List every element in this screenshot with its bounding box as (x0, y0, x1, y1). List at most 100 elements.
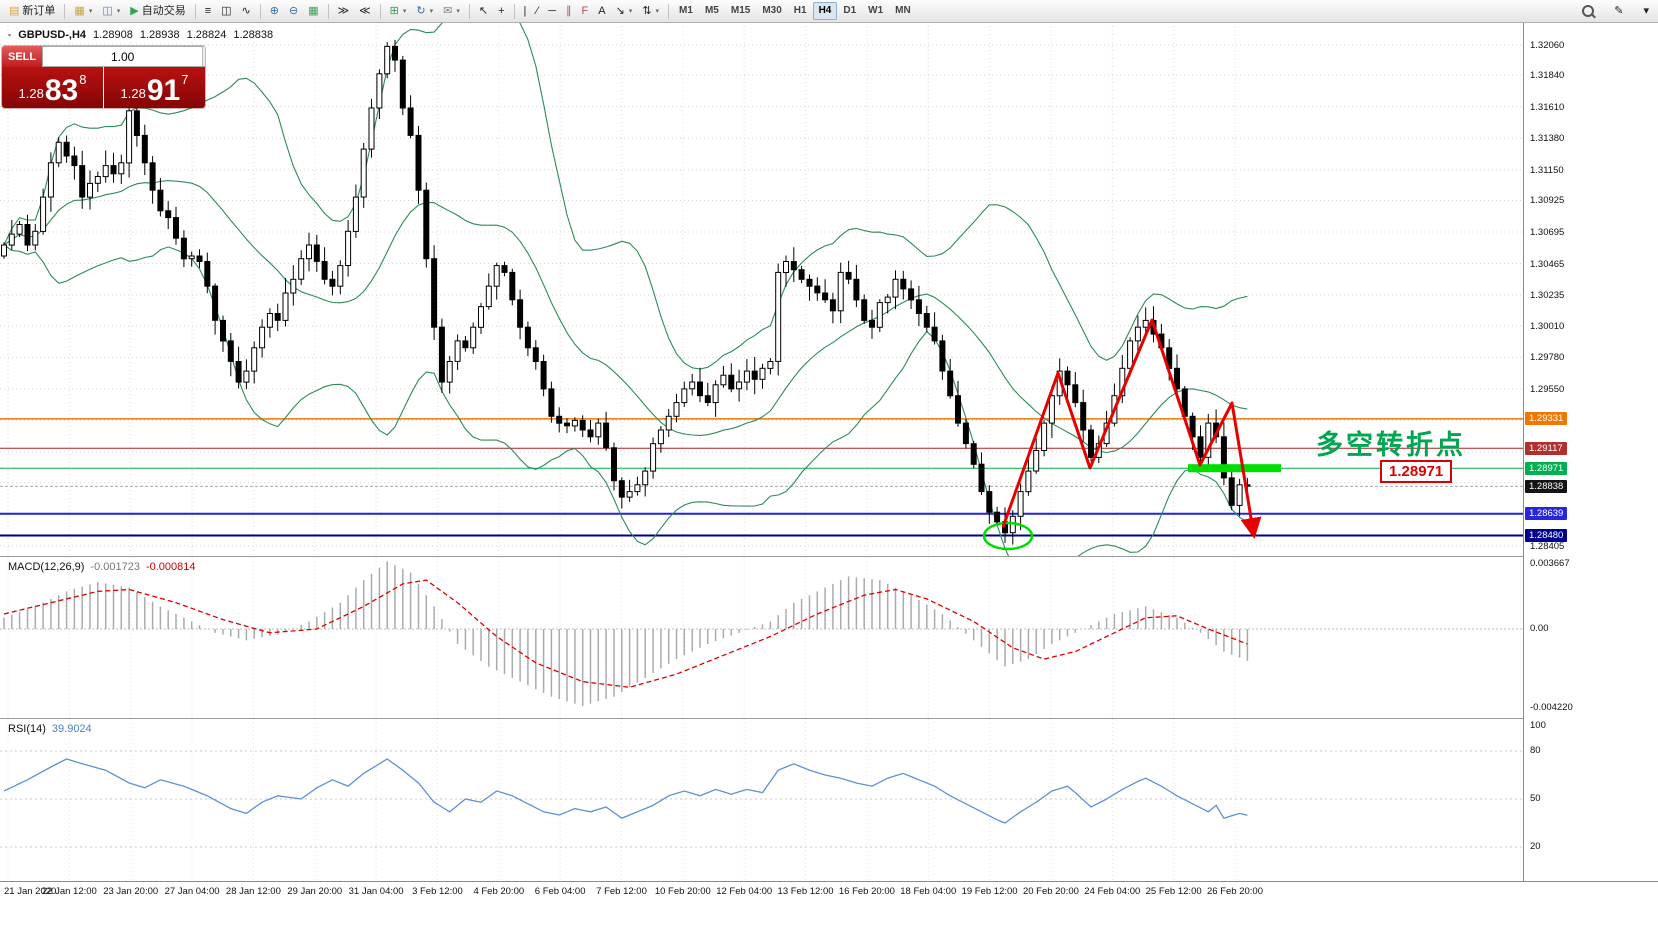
toolbar-separator (668, 3, 670, 19)
grid-icon: ▦ (308, 4, 319, 17)
chart-shift-button[interactable]: ≪ (354, 2, 376, 20)
rsi-value: 39.9024 (51, 723, 92, 735)
volume-down-button[interactable]: ▾ (203, 56, 205, 66)
timeframe-m5-button[interactable]: M5 (699, 2, 725, 20)
crosshair-button[interactable]: + (493, 2, 509, 20)
edit-button[interactable]: ✎ (1609, 2, 1628, 20)
shapes-button[interactable]: ⇅ ▾ (637, 2, 664, 20)
charts-button[interactable]: ▦ ▾ (69, 2, 97, 20)
chevron-down-icon: ▾ (655, 7, 660, 15)
turning-point-annotation[interactable]: 多空转折点 (1316, 430, 1466, 460)
timeframe-d1-button[interactable]: D1 (837, 2, 862, 20)
timeframe-m15-button[interactable]: M15 (725, 2, 756, 20)
macd-signal-line (3, 579, 1248, 688)
candles (1, 39, 1251, 545)
drawn-annotations (982, 318, 1281, 551)
toolbar-separator (259, 3, 261, 19)
zoom-in-icon: ⊕ (269, 4, 279, 17)
mail-button[interactable]: ✉ ▾ (438, 2, 465, 20)
horizontal-line-icon: ─ (548, 4, 556, 17)
toolbar-separator (468, 3, 470, 19)
arrows-icon: ↘ (615, 4, 625, 17)
timeframe-h4-button[interactable]: H4 (812, 2, 838, 20)
fibonacci-icon: F (581, 4, 589, 17)
ohlc-close: 1.28838 (233, 29, 274, 41)
time-axis-label: 20 Feb 20:00 (1022, 886, 1079, 897)
level-price-tag[interactable]: 1.29331 (1525, 412, 1568, 426)
timeframe-h1-button[interactable]: H1 (788, 2, 813, 20)
bar-chart-button[interactable]: ≡ (200, 2, 216, 20)
auto-scroll-icon: ≫ (337, 4, 350, 17)
grid-button[interactable]: ▦ (303, 2, 323, 20)
time-axis-label: 22 Jan 12:00 (41, 886, 97, 897)
shapes-icon: ⇅ (642, 4, 652, 17)
volume-input[interactable] (43, 47, 203, 66)
time-axis-label: 28 Jan 12:00 (225, 886, 281, 897)
level-price-tag[interactable]: 1.29117 (1525, 441, 1567, 455)
timeframe-w1-button[interactable]: W1 (862, 2, 889, 20)
cursor-button[interactable]: ↖ (474, 2, 493, 20)
volume-up-button[interactable]: ▴ (203, 47, 205, 57)
rsi-label: RSI(14) 39.9024 (8, 723, 92, 735)
macd-panel[interactable]: MACD(12,26,9) -0.001723 -0.000814 (0, 556, 1523, 719)
cycle-button[interactable]: ↻ ▾ (411, 2, 438, 20)
timeframe-m30-button[interactable]: M30 (756, 2, 787, 20)
time-axis-label: 19 Feb 12:00 (961, 886, 1018, 897)
rsi-axis-label: 100 (1530, 720, 1546, 731)
bollinger-bands (3, 22, 1248, 556)
time-axis: 21 Jan 2020 22 Jan 12:00 23 Jan 20:00 27 Ja… (0, 881, 1658, 951)
macd-main-value: -0.001723 (90, 561, 140, 573)
rsi-canvas[interactable] (0, 719, 1523, 881)
profiles-button[interactable]: ◫ ▾ (97, 2, 125, 20)
rsi-panel[interactable]: RSI(14) 39.9024 (0, 718, 1523, 882)
price-axis-label: 1.30010 (1530, 320, 1565, 332)
text-button[interactable]: A (593, 2, 610, 20)
ohlc-open: 1.28908 (93, 29, 133, 41)
autotrading-button[interactable]: ▶ 自动交易 (125, 2, 190, 20)
horizontal-line-button[interactable]: ─ (543, 2, 561, 20)
zoom-out-button[interactable]: ⊖ (284, 2, 303, 20)
buy-price-panel[interactable]: 1.28 91 7 (104, 67, 205, 108)
chevron-down-icon: ▾ (116, 7, 121, 15)
symbol-info: ▪ GBPUSD-,H4 1.28908 1.28938 1.28824 1.2… (8, 29, 273, 41)
search-icon (1582, 5, 1595, 17)
toolbar-separator (64, 3, 66, 19)
new-order-button[interactable]: ▤ 新订单 (4, 2, 60, 20)
auto-scroll-button[interactable]: ≫ (333, 2, 355, 20)
channel-button[interactable]: ∥ (561, 2, 577, 20)
sell-price-prefix: 1.28 (18, 86, 44, 101)
price-axis-label: 1.32060 (1530, 40, 1565, 51)
line-chart-button[interactable]: ∿ (237, 2, 256, 20)
line-chart-icon: ∿ (241, 4, 251, 17)
fibonacci-button[interactable]: F (577, 2, 594, 20)
mail-icon: ✉ (443, 4, 453, 17)
arrows-button[interactable]: ↘ ▾ (611, 2, 638, 20)
new-chart-icon: ⊞ (389, 4, 399, 17)
time-axis-label: 18 Feb 04:00 (900, 886, 957, 897)
level-price-tag[interactable]: 1.28971 (1525, 461, 1568, 475)
macd-canvas[interactable] (0, 557, 1523, 718)
timeframe-mn-button[interactable]: MN (889, 2, 917, 20)
zoom-in-button[interactable]: ⊕ (265, 2, 284, 20)
time-axis-label: 25 Feb 12:00 (1145, 886, 1202, 897)
search-button[interactable] (1577, 2, 1599, 20)
level-price-tag[interactable]: 1.28639 (1525, 507, 1568, 521)
sell-price-panel[interactable]: 1.28 83 8 (2, 67, 103, 108)
vertical-line-button[interactable]: | (519, 2, 532, 20)
time-axis-label: 29 Jan 20:00 (287, 886, 343, 897)
main-chart-panel[interactable]: ▪ GBPUSD-,H4 1.28908 1.28938 1.28824 1.2… (0, 22, 1523, 556)
rsi-axis-label: 80 (1530, 745, 1541, 756)
main-chart-canvas[interactable] (0, 22, 1523, 556)
rsi-line (3, 758, 1248, 824)
price-callout-annotation[interactable]: 1.28971 (1380, 460, 1453, 483)
new-chart-button[interactable]: ⊞ ▾ (385, 2, 412, 20)
chart-icon: ▪ (8, 30, 12, 40)
price-axis-label: 1.31610 (1530, 101, 1565, 113)
trendline-button[interactable]: ∕ (531, 2, 543, 20)
toolbar-menu-button[interactable]: ▾ (1638, 2, 1654, 20)
timeframe-m1-button[interactable]: M1 (673, 2, 699, 20)
candlestick-chart-button[interactable]: ◫ (216, 2, 236, 20)
time-axis-label: 12 Feb 04:00 (716, 886, 773, 897)
sell-button[interactable]: SELL (2, 46, 43, 67)
level-price-tag[interactable]: 1.28480 (1525, 528, 1568, 542)
